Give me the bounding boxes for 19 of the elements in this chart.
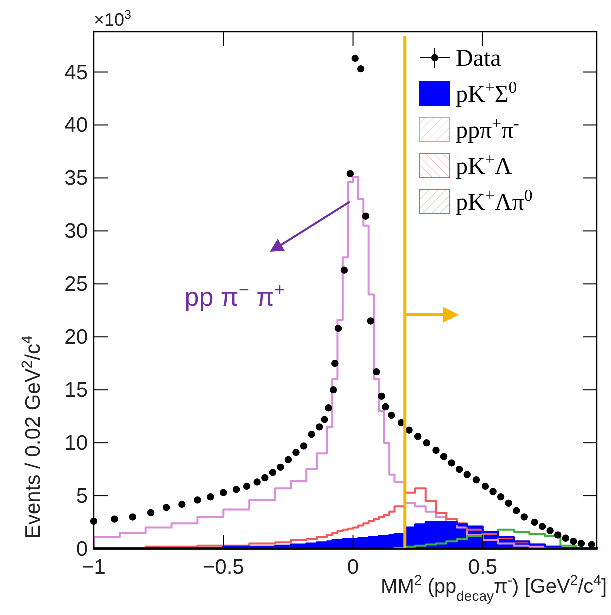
y-tick-label: 35 (64, 167, 88, 190)
legend-label: pK$^{+}$Λπ$^{0}$ (456, 186, 533, 216)
y-tick-label: 15 (64, 379, 88, 402)
x-tick-label: 0.5 (468, 556, 498, 579)
y-tick-label: 20 (64, 326, 88, 350)
legend-label: pK$^{+}$Σ$^{0}$ (456, 78, 518, 108)
y-tick-label: 45 (64, 61, 88, 84)
annotation: pp π$^{−}$ π$^{+}$ (184, 280, 286, 312)
legend-label: pK$^{+}$Λ (456, 150, 513, 180)
y-tick-label: 40 (64, 114, 88, 138)
text: ×10$^{3}$ (94, 8, 132, 30)
legend-label: Data (456, 46, 502, 72)
y-tick-label: 10 (64, 432, 88, 456)
y-tick-label: 25 (64, 273, 88, 296)
y-tick-label: 5 (76, 485, 88, 508)
legend-label: ppπ$^{+}$π$^{-}$ (456, 114, 520, 144)
x-tick-label: −0.5 (202, 556, 244, 579)
y-tick-label: 30 (64, 220, 88, 244)
x-tick-label: 0 (347, 556, 360, 579)
